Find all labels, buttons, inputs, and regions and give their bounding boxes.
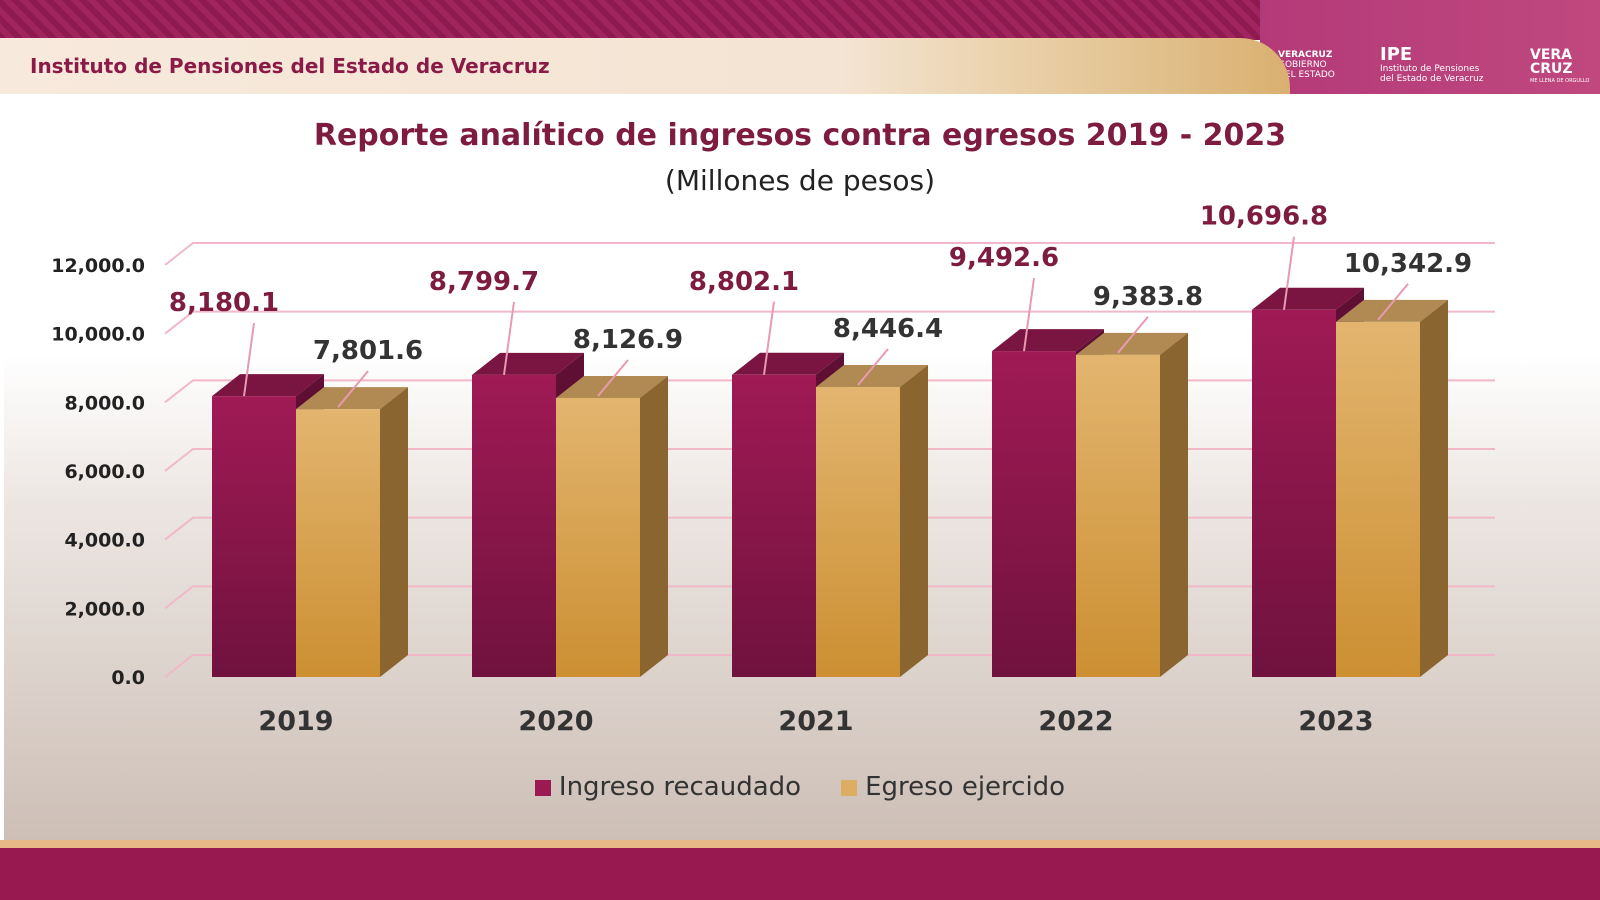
data-label: 8,799.7 [429, 267, 539, 297]
leader-line [243, 323, 255, 397]
legend-label: Egreso ejercido [865, 772, 1066, 802]
legend-item-ingreso: Ingreso recaudado [534, 772, 802, 802]
data-label: 9,383.8 [1093, 282, 1203, 312]
bar-ingreso [732, 374, 816, 677]
bar-top [1076, 332, 1188, 355]
leader-line [503, 301, 515, 376]
x-tick-label: 2019 [258, 706, 333, 737]
bar-top [296, 387, 408, 410]
header-bar: Instituto de Pensiones del Estado de Ver… [0, 38, 1290, 94]
logo-text: ME LLENA DE ORGULLO [1530, 78, 1590, 84]
leader-line [1117, 316, 1149, 354]
y-tick-label: 0.0 [111, 667, 145, 689]
logo-text: DEL ESTADO [1278, 70, 1335, 80]
gridline [164, 242, 1495, 266]
bar-top [472, 352, 584, 375]
x-tick-label: 2022 [1038, 706, 1113, 737]
leader-line [1283, 236, 1295, 310]
bar-top [212, 374, 324, 397]
bar-egreso [556, 397, 640, 677]
bar-ingreso [1252, 309, 1336, 677]
bar-ingreso [212, 396, 296, 677]
data-label: 10,342.9 [1344, 249, 1472, 279]
bar-side [380, 387, 408, 677]
logo-text: Instituto de Pensiones [1380, 64, 1480, 74]
chart-subtitle: (Millones de pesos) [664, 164, 936, 197]
leader-line [337, 370, 369, 408]
legend-item-egreso: Egreso ejercido [841, 772, 1065, 802]
legend-swatch [841, 779, 858, 796]
bar-egreso [1076, 354, 1160, 677]
bar-top [816, 365, 928, 388]
logo-text: GOBIERNO [1278, 60, 1327, 70]
logo-band: VERACRUZ GOBIERNO DEL ESTADO IPE Institu… [1260, 0, 1600, 96]
data-label: 8,802.1 [689, 267, 799, 297]
bar-side [640, 375, 668, 677]
bar-ingreso [992, 351, 1076, 677]
bar-top [992, 329, 1104, 352]
y-tick-label: 10,000.0 [51, 324, 145, 346]
y-tick-label: 12,000.0 [51, 255, 145, 277]
bar-top [556, 375, 668, 398]
data-label: 8,180.1 [169, 288, 279, 318]
legend-label: Ingreso recaudado [558, 772, 802, 802]
header-title: Instituto de Pensiones del Estado de Ver… [30, 54, 550, 78]
leader-line [1377, 283, 1409, 321]
bar-ingreso [472, 374, 556, 677]
bar-top [1252, 287, 1364, 310]
footer-band [0, 848, 1600, 900]
gobierno-logo: VERACRUZ GOBIERNO DEL ESTADO [1278, 50, 1335, 80]
bar-side [900, 365, 928, 677]
bar-side [1160, 332, 1188, 677]
ipe-logo: IPE Instituto de Pensiones del Estado de… [1380, 44, 1484, 85]
chart-title: Reporte analítico de ingresos contra egr… [313, 118, 1287, 153]
data-label: 10,696.8 [1200, 202, 1328, 232]
leader-line [763, 301, 775, 375]
gridline [164, 310, 1495, 335]
logo-text: IPE [1380, 44, 1413, 65]
veracruz-logo: VERA CRUZ ME LLENA DE ORGULLO [1530, 48, 1589, 86]
logo-text: VERACRUZ [1278, 50, 1333, 60]
leader-line [857, 348, 889, 386]
legend: Ingreso recaudado Egreso ejercido [0, 772, 1600, 802]
bar-side [1420, 299, 1448, 677]
bar-egreso [1336, 321, 1420, 677]
y-tick-label: 4,000.0 [64, 530, 145, 552]
data-label: 8,446.4 [833, 314, 943, 344]
bar-top [1336, 299, 1448, 322]
y-tick-label: 2,000.0 [64, 598, 145, 620]
bar-egreso [296, 409, 380, 677]
logo-text: VERA CRUZ [1530, 47, 1573, 77]
y-tick-label: 8,000.0 [64, 392, 145, 414]
x-tick-label: 2023 [1298, 706, 1373, 737]
x-tick-label: 2021 [778, 706, 853, 737]
footer-stripe [0, 840, 1600, 848]
data-label: 9,492.6 [949, 243, 1059, 273]
legend-swatch [534, 779, 551, 796]
data-label: 7,801.6 [313, 336, 423, 366]
x-tick-label: 2020 [518, 706, 593, 737]
logo-text: del Estado de Veracruz [1380, 74, 1484, 84]
leader-line [597, 359, 629, 397]
bar-top [732, 352, 844, 375]
data-label: 8,126.9 [573, 325, 683, 355]
bar-egreso [816, 387, 900, 677]
y-tick-label: 6,000.0 [64, 461, 145, 483]
leader-line [1023, 277, 1035, 352]
